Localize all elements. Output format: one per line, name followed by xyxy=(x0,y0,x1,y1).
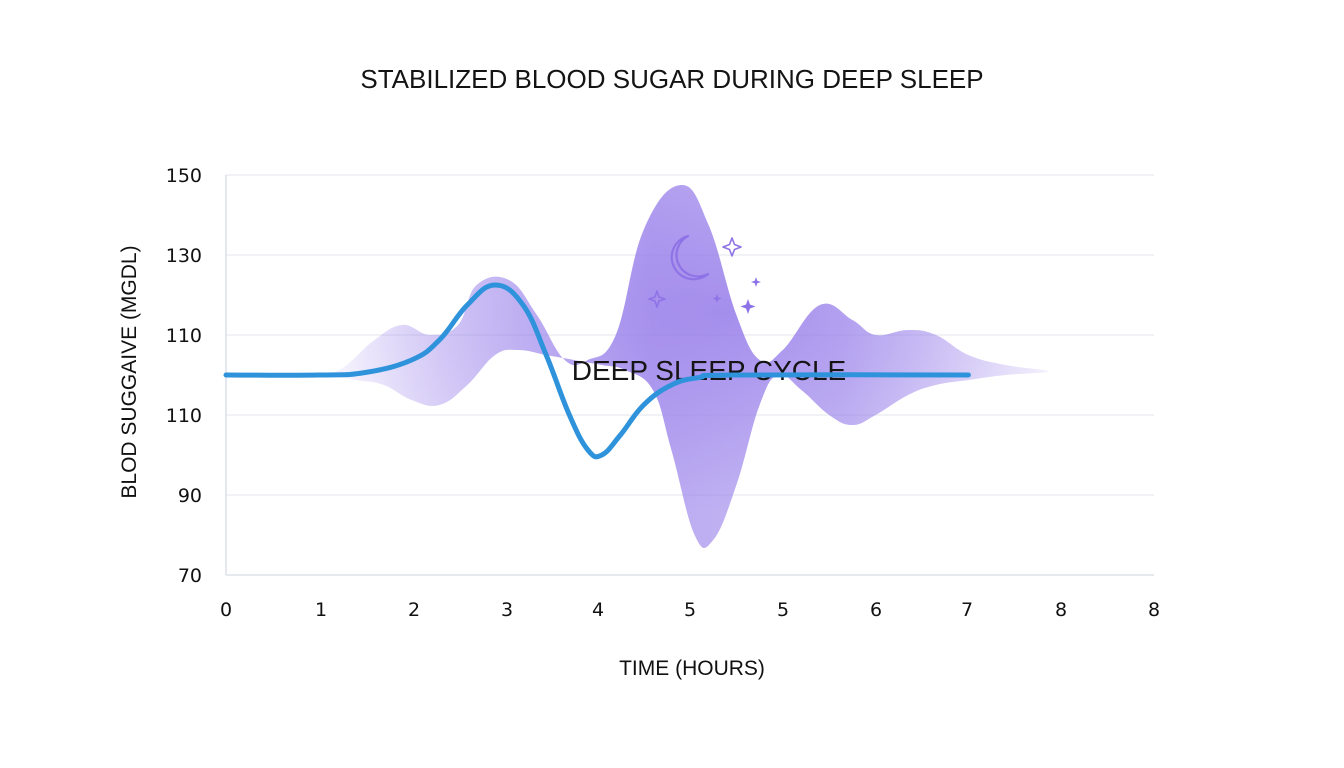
y-axis-title: BLOD SUGGAIVE (MGDL) xyxy=(118,245,141,498)
y-tick-label: 130 xyxy=(166,245,202,267)
chart-title: STABILIZED BLOOD SUGAR DURING DEEP SLEEP xyxy=(360,64,983,94)
blood-sugar-line-layer xyxy=(223,282,971,460)
sparkle-icon xyxy=(648,290,666,308)
deep-sleep-cycle-label: DEEP SLEEP CYCLE xyxy=(572,355,846,386)
sleep-icons xyxy=(648,234,761,314)
x-tick-label: 8 xyxy=(1055,599,1067,621)
y-tick-label: 110 xyxy=(166,325,202,347)
sparkle-icon xyxy=(722,237,742,257)
x-axis-title: TIME (HOURS) xyxy=(619,657,765,680)
x-tick-label: 8 xyxy=(1148,599,1160,621)
x-tick-label: 6 xyxy=(870,599,882,621)
y-tick-label: 70 xyxy=(178,565,202,587)
deep-sleep-band-layer xyxy=(328,184,1049,549)
x-tick-label: 5 xyxy=(684,599,696,621)
x-tick-label: 1 xyxy=(315,599,327,621)
y-tick-label: 90 xyxy=(178,485,202,507)
x-tick-label: 4 xyxy=(592,599,604,621)
sparkle-icon xyxy=(712,294,722,303)
x-tick-label: 7 xyxy=(961,599,973,621)
sparkle-icon xyxy=(751,277,761,287)
y-tick-label: 110 xyxy=(166,405,202,427)
x-tick-label: 2 xyxy=(408,599,420,621)
x-tick-label: 5 xyxy=(777,599,789,621)
sparkle-icon xyxy=(740,299,756,314)
x-tick-label: 3 xyxy=(501,599,513,621)
crescent-moon-icon xyxy=(670,234,710,281)
x-axis-ticks: 0 1 2 3 4 5 5 6 7 8 8 xyxy=(220,599,1160,621)
x-tick-label: 0 xyxy=(220,599,232,621)
deep-sleep-band-glow xyxy=(328,184,1049,549)
y-tick-label: 150 xyxy=(166,165,202,187)
y-axis-ticks: 150 130 110 110 90 70 xyxy=(166,165,202,587)
blood-sugar-line-0 xyxy=(223,282,971,460)
